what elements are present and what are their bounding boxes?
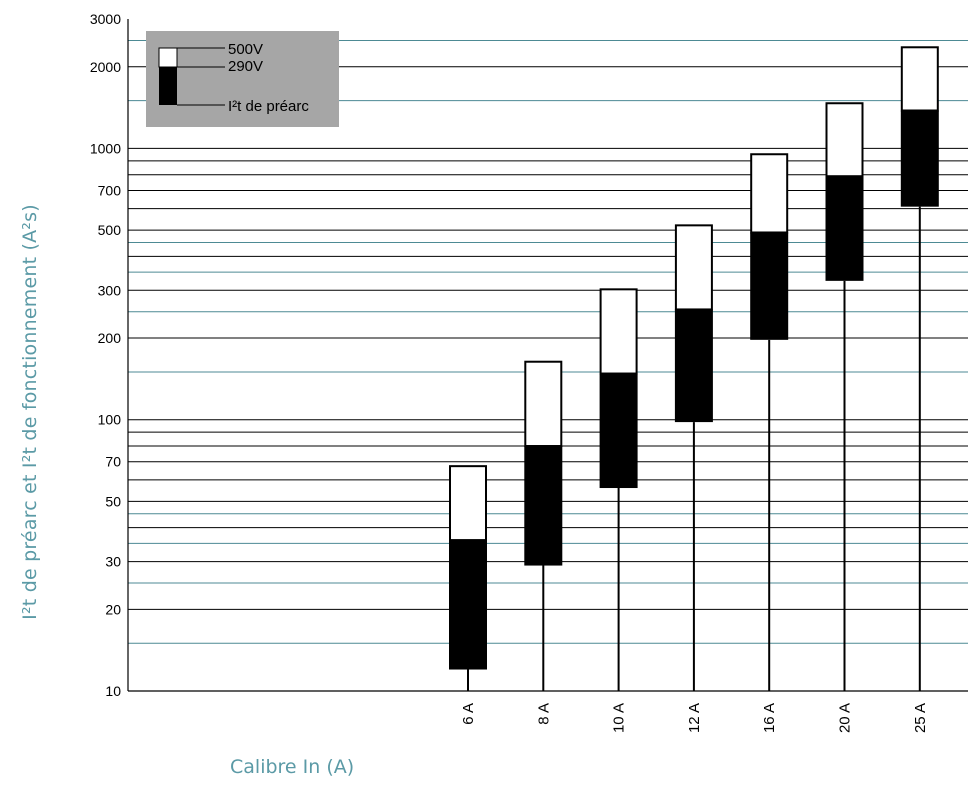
legend-label-290v: 290V bbox=[228, 58, 263, 75]
y-tick-label: 700 bbox=[98, 182, 122, 198]
y-tick-label: 50 bbox=[105, 493, 121, 509]
legend-label-500v: 500V bbox=[228, 41, 263, 58]
y-axis-title: I²t de préarc et I²t de fonctionnement (… bbox=[19, 204, 41, 620]
bar-500v-segment bbox=[900, 46, 939, 112]
x-tick-label: 6 A bbox=[460, 703, 477, 725]
y-tick-label: 100 bbox=[98, 412, 122, 428]
x-tick-label: 12 A bbox=[686, 703, 703, 733]
bar-500v-segment bbox=[524, 360, 563, 448]
legend: 500V 290V I²t de préarc bbox=[146, 31, 339, 127]
y-tick-label: 30 bbox=[105, 554, 121, 570]
x-tick-label: 25 A bbox=[912, 703, 929, 733]
y-tick-label: 3000 bbox=[90, 11, 121, 27]
bar-500v-segment bbox=[599, 288, 638, 375]
x-axis-title: Calibre In (A) bbox=[230, 756, 355, 778]
x-tick-label: 20 A bbox=[837, 703, 854, 733]
y-tick-label: 10 bbox=[105, 683, 121, 699]
legend-label-preabc: I²t de préarc bbox=[228, 98, 309, 115]
fuse-bar-12a bbox=[674, 224, 713, 691]
y-tick-label: 300 bbox=[98, 282, 122, 298]
fuse-bar-20a bbox=[825, 102, 864, 691]
y-tick-label: 200 bbox=[98, 330, 122, 346]
y-tick-labels: 10 20 30 50 70 100 200 300 500 700 1000 2000 3000 bbox=[90, 11, 121, 699]
y-tick-label: 20 bbox=[105, 601, 121, 617]
y-tick-label: 70 bbox=[105, 454, 121, 470]
bar-290v-segment bbox=[900, 110, 939, 207]
x-tick-labels: 6 A 8 A 10 A 12 A 16 A 20 A 25 A bbox=[460, 703, 929, 733]
axes bbox=[127, 19, 968, 692]
fuse-bar-25a bbox=[900, 46, 939, 691]
x-tick-label: 8 A bbox=[535, 703, 552, 725]
x-tick-label: 16 A bbox=[761, 703, 778, 733]
fuse-bar-6a bbox=[449, 465, 487, 691]
bar-500v-segment bbox=[750, 153, 789, 234]
bar-500v-segment bbox=[449, 465, 487, 542]
bar-290v-segment bbox=[524, 446, 563, 566]
y-tick-label: 500 bbox=[98, 222, 122, 238]
x-tick-label: 10 A bbox=[611, 703, 628, 733]
fuse-bars bbox=[449, 46, 939, 691]
fuse-bar-10a bbox=[599, 288, 638, 691]
bar-290v-segment bbox=[825, 176, 864, 281]
legend-swatch-black bbox=[159, 67, 177, 105]
y-tick-label: 1000 bbox=[90, 140, 121, 156]
bar-500v-segment bbox=[674, 224, 713, 311]
legend-box bbox=[146, 31, 339, 127]
bar-290v-segment bbox=[599, 373, 638, 489]
bar-290v-segment bbox=[750, 232, 789, 340]
fuse-bar-16a bbox=[750, 153, 789, 691]
bar-290v-segment bbox=[449, 540, 487, 670]
bar-500v-segment bbox=[825, 102, 864, 178]
fuse-bar-8a bbox=[524, 360, 563, 691]
legend-swatch-white bbox=[158, 47, 178, 68]
y-tick-label: 2000 bbox=[90, 59, 121, 75]
bar-290v-segment bbox=[674, 309, 713, 423]
